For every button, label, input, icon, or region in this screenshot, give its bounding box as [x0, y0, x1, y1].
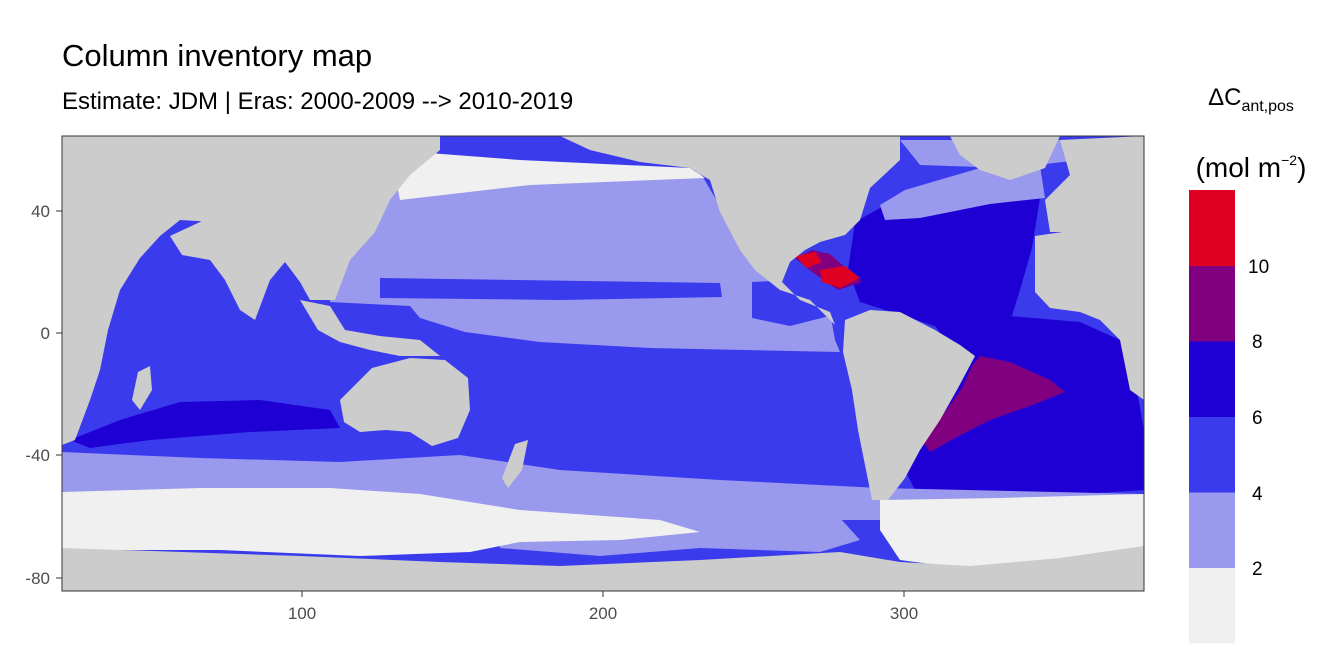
east-pacific-stripe — [752, 278, 845, 326]
north-pacific-region — [330, 172, 840, 352]
australia — [340, 358, 470, 446]
legend-title: ΔCant,pos (mol m−2) — [1176, 84, 1326, 182]
x-tick-label: 200 — [589, 604, 617, 623]
legend-unit-prefix: (mol m — [1195, 152, 1282, 183]
y-tick-label: -80 — [25, 569, 50, 588]
map-title: Column inventory map — [62, 38, 373, 73]
south-america — [843, 310, 975, 500]
legend-tick-label: 8 — [1252, 332, 1263, 353]
legend-tick-label: 6 — [1252, 408, 1263, 429]
x-tick-label: 300 — [890, 604, 918, 623]
north-america — [560, 136, 900, 325]
labrador-sea — [880, 166, 1045, 220]
y-axis: 40 0 -40 -80 — [25, 202, 62, 588]
legend-bin — [1189, 341, 1235, 417]
y-tick-label: 0 — [41, 324, 50, 343]
legend-unit-suffix: ) — [1297, 152, 1307, 183]
legend-tick-label: 10 — [1248, 257, 1269, 278]
southeast-asia-islands — [300, 300, 440, 356]
legend-bin — [1189, 265, 1235, 342]
europe — [1045, 136, 1144, 236]
eurasia — [150, 136, 440, 320]
north-atlantic-deep — [848, 198, 1040, 338]
madagascar — [132, 366, 152, 410]
weddell-ice — [880, 494, 1144, 568]
greenland — [950, 136, 1060, 180]
map-subtitle: Estimate: JDM | Eras: 2000-2009 --> 2010… — [62, 88, 574, 115]
x-axis: 100 200 300 — [288, 591, 918, 623]
legend-bin — [1189, 416, 1235, 493]
legend-colorbar — [1189, 190, 1235, 644]
legend-bin — [1189, 492, 1235, 568]
legend-title-main: ΔC — [1208, 84, 1242, 111]
antarctic-ice — [62, 488, 700, 556]
map-panel — [62, 136, 1144, 591]
new-zealand — [502, 440, 528, 488]
south-atlantic-purple — [922, 356, 1065, 452]
north-pacific-ice — [390, 150, 705, 200]
gulf-red — [796, 252, 822, 268]
africa-west — [1035, 228, 1144, 400]
legend-tick-label: 4 — [1252, 484, 1263, 505]
legend-tick-label: 2 — [1252, 559, 1263, 580]
y-tick-label: -40 — [25, 446, 50, 465]
legend-bin — [1189, 190, 1235, 266]
legend-unit-exponent: −2 — [1281, 152, 1298, 168]
caribbean-red — [820, 266, 860, 288]
legend-bin — [1189, 567, 1235, 644]
y-tick-label: 40 — [31, 202, 50, 221]
indian-deep — [70, 400, 340, 448]
legend-ticks: 2 4 6 8 10 — [1248, 257, 1269, 580]
antarctica — [62, 546, 1144, 591]
x-tick-label: 100 — [288, 604, 316, 623]
africa — [62, 136, 250, 445]
legend-title-subscript: ant,pos — [1241, 98, 1294, 115]
pacific-stripe — [380, 278, 722, 300]
